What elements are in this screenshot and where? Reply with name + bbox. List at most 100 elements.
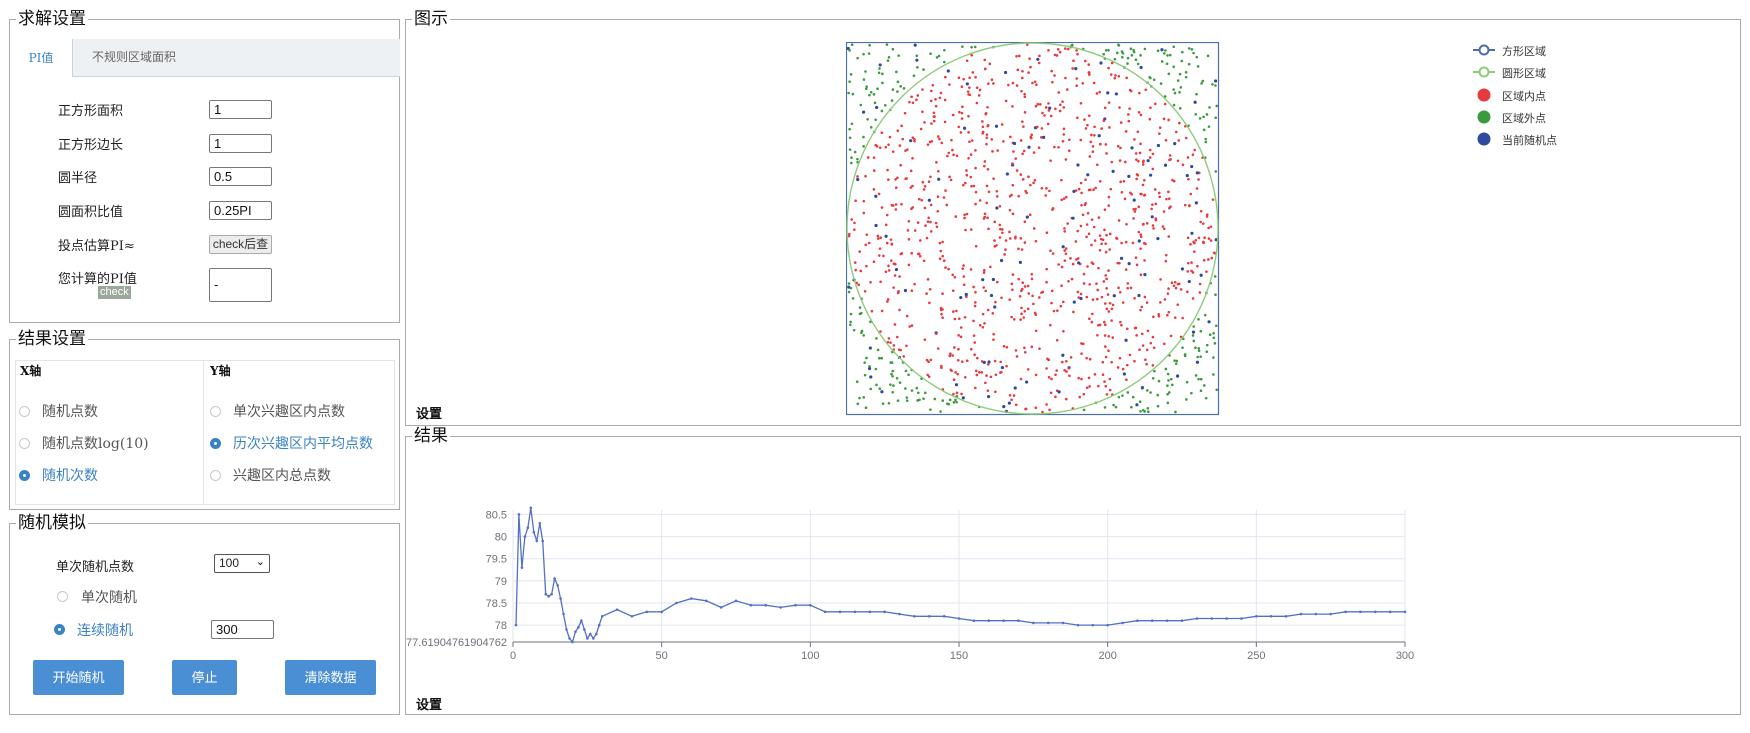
data-point: [529, 506, 533, 510]
figure-settings-button[interactable]: 设置: [416, 407, 443, 422]
legend-current-icon: [1477, 132, 1491, 146]
continuous-run-label[interactable]: 连续随机: [77, 623, 133, 639]
inside-point: [889, 238, 893, 241]
result-settings-panel: 结果设置: [9, 330, 400, 510]
inside-point: [1065, 370, 1068, 373]
inside-point: [1085, 235, 1088, 239]
inside-point: [949, 178, 953, 182]
check-button[interactable]: check: [98, 286, 131, 299]
data-point: [898, 612, 901, 616]
stop-button[interactable]: 停止: [172, 660, 237, 695]
inside-point: [1008, 208, 1012, 212]
inside-point: [1140, 192, 1143, 196]
inside-point: [970, 53, 974, 57]
inside-point: [924, 224, 927, 227]
single-run-label[interactable]: 单次随机: [81, 590, 137, 606]
outside-point: [1184, 75, 1188, 79]
circle-radius-label: 圆半径: [58, 171, 98, 186]
x-option-log10-radio[interactable]: [19, 438, 30, 449]
x-option-random-count[interactable]: 随机次数: [42, 468, 98, 484]
outside-point: [868, 43, 871, 47]
inside-point: [1104, 143, 1108, 146]
current-point: [961, 396, 965, 400]
tab-pi[interactable]: PI值: [10, 39, 73, 77]
results-settings-button[interactable]: 设置: [416, 698, 443, 713]
inside-point: [974, 244, 978, 248]
inside-point: [965, 173, 969, 177]
x-option-random-points[interactable]: 随机点数: [42, 404, 98, 420]
inside-point: [1170, 281, 1174, 285]
inside-point: [958, 317, 961, 320]
inside-point: [927, 360, 930, 364]
inside-point: [920, 198, 924, 202]
x-option-random-count-radio[interactable]: [19, 470, 30, 481]
y-option-total-in-region[interactable]: 兴趣区内总点数: [233, 468, 331, 484]
inside-point: [1128, 353, 1132, 357]
check-after-view-button[interactable]: check后查: [209, 235, 272, 254]
x-option-random-points-radio[interactable]: [19, 406, 30, 417]
y-option-single-in-region[interactable]: 单次兴趣区内点数: [233, 404, 345, 420]
outside-point: [873, 101, 877, 105]
outside-point: [1114, 405, 1118, 409]
inside-point: [1018, 294, 1022, 298]
outside-point: [1172, 45, 1176, 49]
continuous-run-count-field[interactable]: 300: [211, 620, 274, 639]
y-option-single-radio[interactable]: [210, 406, 221, 417]
inside-point: [969, 347, 973, 351]
start-random-button[interactable]: 开始随机: [33, 660, 124, 695]
current-point: [1122, 372, 1126, 376]
circle-area-ratio-field[interactable]: 0.25PI: [209, 201, 272, 220]
continuous-run-radio[interactable]: [54, 624, 65, 635]
inside-point: [907, 219, 911, 223]
y-option-average-radio[interactable]: [210, 438, 221, 449]
outside-point: [1205, 350, 1209, 354]
inside-point: [986, 363, 990, 366]
inside-point: [960, 111, 964, 115]
inside-point: [1087, 63, 1091, 66]
inside-point: [953, 317, 957, 321]
inside-point: [904, 177, 907, 181]
data-point: [957, 617, 961, 620]
clear-data-button[interactable]: 清除数据: [285, 660, 376, 695]
square-area-field[interactable]: 1: [209, 100, 272, 119]
data-point: [565, 628, 568, 631]
inside-point: [1105, 277, 1108, 281]
inside-point: [882, 254, 885, 258]
data-point: [1195, 617, 1199, 620]
inside-point: [1127, 113, 1130, 116]
your-pi-field[interactable]: -: [209, 268, 272, 302]
y-option-total-radio[interactable]: [210, 470, 221, 481]
inside-point: [1035, 83, 1038, 86]
y-option-average-in-region[interactable]: 历次兴趣区内平均点数: [233, 436, 373, 452]
outside-point: [1156, 393, 1160, 397]
inside-point: [1184, 125, 1187, 128]
inside-point: [940, 312, 943, 316]
outside-point: [856, 56, 859, 60]
outside-point: [1152, 78, 1156, 82]
square-side-field[interactable]: 1: [209, 134, 272, 153]
current-point: [1135, 403, 1139, 407]
circle-radius-field[interactable]: 0.5: [209, 167, 272, 186]
single-run-radio[interactable]: [57, 591, 68, 602]
inside-point: [1047, 48, 1050, 52]
x-tick-label: 50: [656, 650, 668, 662]
inside-point: [894, 208, 898, 211]
x-option-random-points-log10[interactable]: 随机点数log(10): [42, 436, 149, 452]
inside-point: [894, 262, 897, 266]
outside-point: [929, 408, 932, 411]
outside-point: [875, 383, 878, 387]
outside-point: [877, 71, 881, 75]
tab-irregular-area[interactable]: 不规则区域面积: [92, 50, 177, 64]
outside-point: [1214, 293, 1217, 297]
inside-point: [981, 125, 985, 129]
outside-point: [1198, 117, 1202, 120]
outside-point: [849, 320, 852, 324]
points-per-run-select[interactable]: 100 ⌄: [214, 554, 270, 573]
data-point: [913, 614, 916, 618]
inside-point: [1045, 280, 1048, 284]
inside-point: [1103, 334, 1107, 337]
inside-point: [1166, 313, 1169, 317]
inside-point: [1090, 218, 1094, 221]
inside-point: [910, 207, 913, 211]
inside-point: [983, 212, 987, 216]
